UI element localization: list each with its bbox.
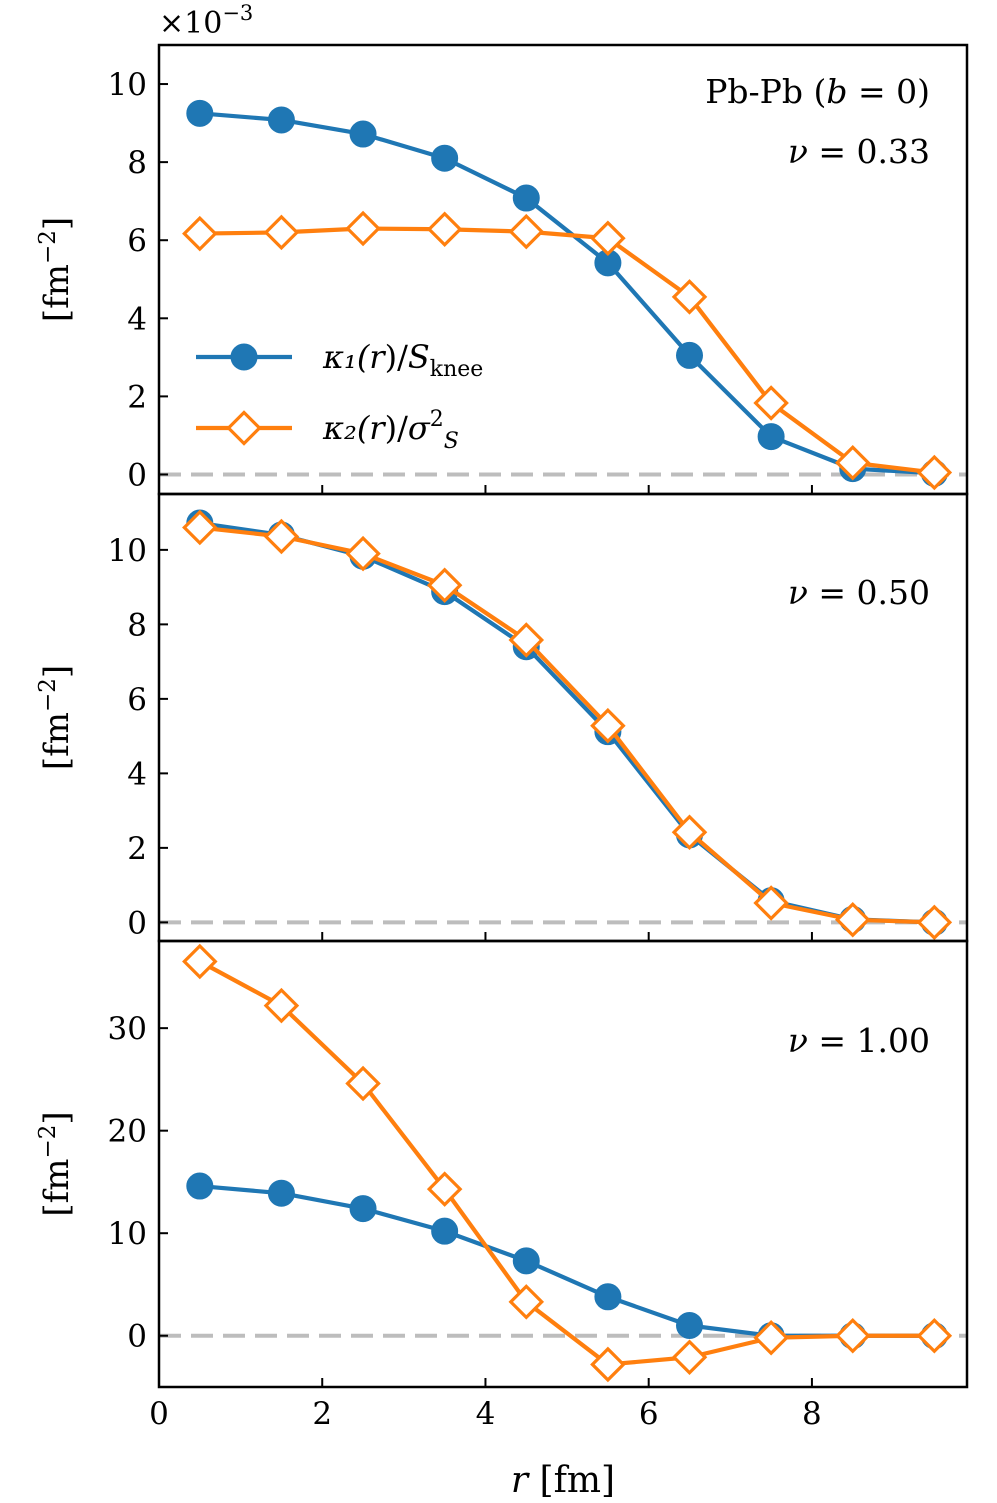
- panel-nu-033: 0 2 4 6 8 10 [fm−2] ×10−3 Pb-Pb (b = 0) ν = 0.33 κ…: [35, 1, 969, 496]
- legend: κ₁(r)/Sknee κ₂(r)/σ2S: [196, 338, 483, 454]
- series-line-k2: [199, 226, 935, 475]
- data-point-k2: [590, 1346, 626, 1383]
- data-point-k2: [834, 902, 871, 938]
- y-tick-label: 4: [127, 301, 147, 337]
- y-tick-label: 20: [108, 1114, 147, 1150]
- data-point-k2: [182, 943, 218, 980]
- data-point-k2: [671, 1339, 708, 1376]
- data-point-k1: [186, 1172, 214, 1200]
- series-line-k2: [199, 525, 935, 925]
- y-tick-label: 8: [127, 145, 147, 181]
- data-point-k2: [182, 215, 218, 252]
- y-tick-label: 2: [127, 831, 147, 867]
- y-multiplier: ×10−3: [159, 1, 253, 41]
- data-point-k2: [590, 220, 626, 257]
- series-line-k2: [198, 959, 935, 1367]
- data-point-k2: [753, 385, 789, 421]
- y-tick-label: 10: [108, 1216, 147, 1252]
- y-tick-label: 6: [127, 223, 147, 259]
- data-point-k2: [426, 211, 463, 248]
- y-tick-label: 10: [108, 67, 147, 103]
- data-point-k2: [508, 622, 545, 658]
- data-point-k1: [186, 99, 214, 127]
- x-tick-label: 2: [312, 1396, 332, 1432]
- y-tick-label: 2: [127, 379, 147, 415]
- data-point-k1: [512, 184, 540, 212]
- y-tick-label: 6: [127, 682, 147, 718]
- panel-annotation: ν = 0.50: [788, 573, 930, 612]
- data-point-k2: [671, 814, 708, 850]
- data-point-k2: [263, 214, 300, 251]
- y-tick-label: 4: [127, 756, 147, 792]
- legend-label-k1: κ₁(r)/Sknee: [322, 338, 483, 382]
- data-point-k1: [676, 341, 704, 369]
- data-point-k2: [182, 509, 218, 546]
- legend-marker-k2: [226, 410, 262, 446]
- panel-annotation: Pb-Pb (b = 0): [705, 72, 930, 111]
- data-point-k1: [349, 120, 377, 148]
- data-point-k1: [267, 106, 295, 134]
- data-point-k2: [916, 904, 953, 941]
- data-point-k1: [512, 1247, 540, 1275]
- x-axis-label: r [fm]: [511, 1460, 615, 1501]
- data-point-k2: [426, 1171, 463, 1207]
- data-point-k1: [267, 1179, 295, 1207]
- series-line-k1: [199, 1183, 935, 1338]
- axes-frame: [157, 492, 969, 943]
- y-tick-label: 8: [127, 607, 147, 643]
- data-point-k2: [590, 707, 626, 744]
- x-tick-label: 0: [149, 1396, 169, 1432]
- data-point-k1: [349, 1195, 377, 1223]
- data-point-k2: [671, 279, 708, 315]
- panel-nu-050: 0 2 4 6 8 10 [fm−2] ν = 0.50: [35, 492, 969, 943]
- data-point-k1: [431, 144, 459, 172]
- data-point-k1: [594, 1283, 622, 1311]
- chart-root: 0 2 4 6 8 10 [fm−2] ×10−3 Pb-Pb (b = 0) ν = 0.33 κ…: [35, 1, 969, 1501]
- panel-nu-100: 0 10 20 30 [fm−2] ν = 1.00 0 2 4 6 8 r [fm]: [35, 939, 969, 1501]
- y-tick-label: 30: [108, 1011, 147, 1047]
- panel-annotation: ν = 1.00: [788, 1021, 930, 1060]
- data-point-k1: [676, 1311, 704, 1339]
- x-tick-label: 4: [476, 1396, 496, 1432]
- series-k2: [182, 509, 953, 941]
- legend-marker-k1: [230, 343, 258, 371]
- series-k2: [182, 943, 953, 1383]
- data-point-k2: [345, 535, 381, 572]
- data-point-k2: [426, 567, 463, 604]
- x-tick-label: 6: [639, 1396, 659, 1432]
- data-point-k1: [757, 423, 785, 451]
- data-point-k2: [508, 1284, 545, 1320]
- y-axis-label: [fm−2]: [35, 1111, 77, 1216]
- legend-label-k2: κ₂(r)/σ2S: [322, 407, 459, 454]
- y-axis-label: [fm−2]: [35, 217, 77, 322]
- y-tick-label: 0: [127, 457, 147, 493]
- y-tick-label: 0: [127, 1319, 147, 1355]
- data-point-k2: [263, 518, 300, 555]
- data-point-k2: [834, 1317, 871, 1354]
- data-point-k2: [345, 210, 381, 247]
- x-tick-label: 8: [802, 1396, 822, 1432]
- data-point-k1: [431, 1217, 459, 1245]
- axes-frame: [157, 939, 969, 1389]
- panel-annotation: ν = 0.33: [788, 132, 930, 171]
- y-axis-label: [fm−2]: [35, 665, 77, 770]
- series-k2: [182, 210, 953, 491]
- data-point-k2: [263, 987, 300, 1024]
- data-point-k2: [916, 454, 953, 491]
- data-point-k2: [834, 445, 871, 481]
- data-point-k2: [508, 213, 545, 250]
- data-point-k2: [753, 1320, 789, 1356]
- y-tick-label: 10: [108, 533, 147, 569]
- series-line-k1: [199, 111, 935, 476]
- y-tick-label: 0: [127, 905, 147, 941]
- data-point-k2: [345, 1065, 381, 1102]
- data-point-k2: [753, 885, 789, 921]
- data-point-k2: [916, 1317, 953, 1354]
- series-k1: [186, 1172, 948, 1350]
